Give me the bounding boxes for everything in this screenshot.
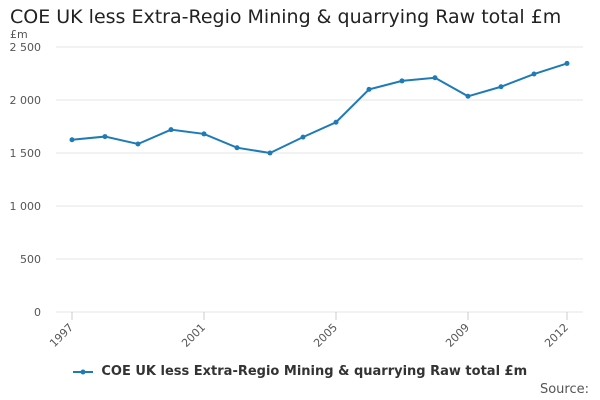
data-point[interactable] [102, 134, 108, 140]
gridlines [56, 46, 583, 313]
data-point[interactable] [333, 119, 339, 125]
y-axis-labels: 0 500 1 000 1 500 2 000 2 500 [10, 41, 42, 319]
x-axis-labels: 1997 2001 2005 2009 2012 [47, 321, 571, 350]
y-tick-label: 2 500 [10, 41, 42, 54]
source-label: Source: [539, 382, 589, 397]
data-point[interactable] [498, 84, 504, 90]
data-point[interactable] [168, 127, 174, 133]
series-line [71, 62, 568, 155]
legend-swatch [72, 369, 93, 374]
data-point[interactable] [267, 150, 273, 156]
y-tick-label: 500 [20, 253, 41, 266]
y-tick-label: 2 000 [10, 94, 42, 107]
data-point[interactable] [465, 93, 471, 99]
data-point[interactable] [531, 71, 537, 77]
x-tick-label: 1997 [47, 321, 76, 350]
series-layer [69, 60, 570, 156]
x-tick-label: 2005 [311, 321, 340, 350]
data-point[interactable] [135, 141, 141, 147]
chart-title: COE UK less Extra-Regio Mining & quarryi… [10, 6, 562, 28]
y-unit-label: £m [10, 28, 28, 41]
x-axis-ticks [71, 312, 568, 320]
legend-label: COE UK less Extra-Regio Mining & quarryi… [101, 364, 528, 379]
x-tick-label: 2001 [179, 321, 208, 350]
legend[interactable]: COE UK less Extra-Regio Mining & quarryi… [0, 364, 600, 379]
x-tick-label: 2009 [443, 321, 472, 350]
data-point[interactable] [69, 137, 75, 143]
y-tick-label: 1 000 [10, 200, 42, 213]
data-point[interactable] [201, 131, 207, 137]
data-point[interactable] [300, 134, 306, 140]
data-point[interactable] [234, 145, 240, 151]
y-tick-label: 0 [34, 306, 41, 319]
y-tick-label: 1 500 [10, 147, 42, 160]
data-point[interactable] [432, 75, 438, 81]
x-tick-label: 2012 [542, 321, 571, 350]
data-point[interactable] [366, 86, 372, 92]
data-point[interactable] [399, 78, 405, 84]
data-point[interactable] [564, 60, 570, 66]
